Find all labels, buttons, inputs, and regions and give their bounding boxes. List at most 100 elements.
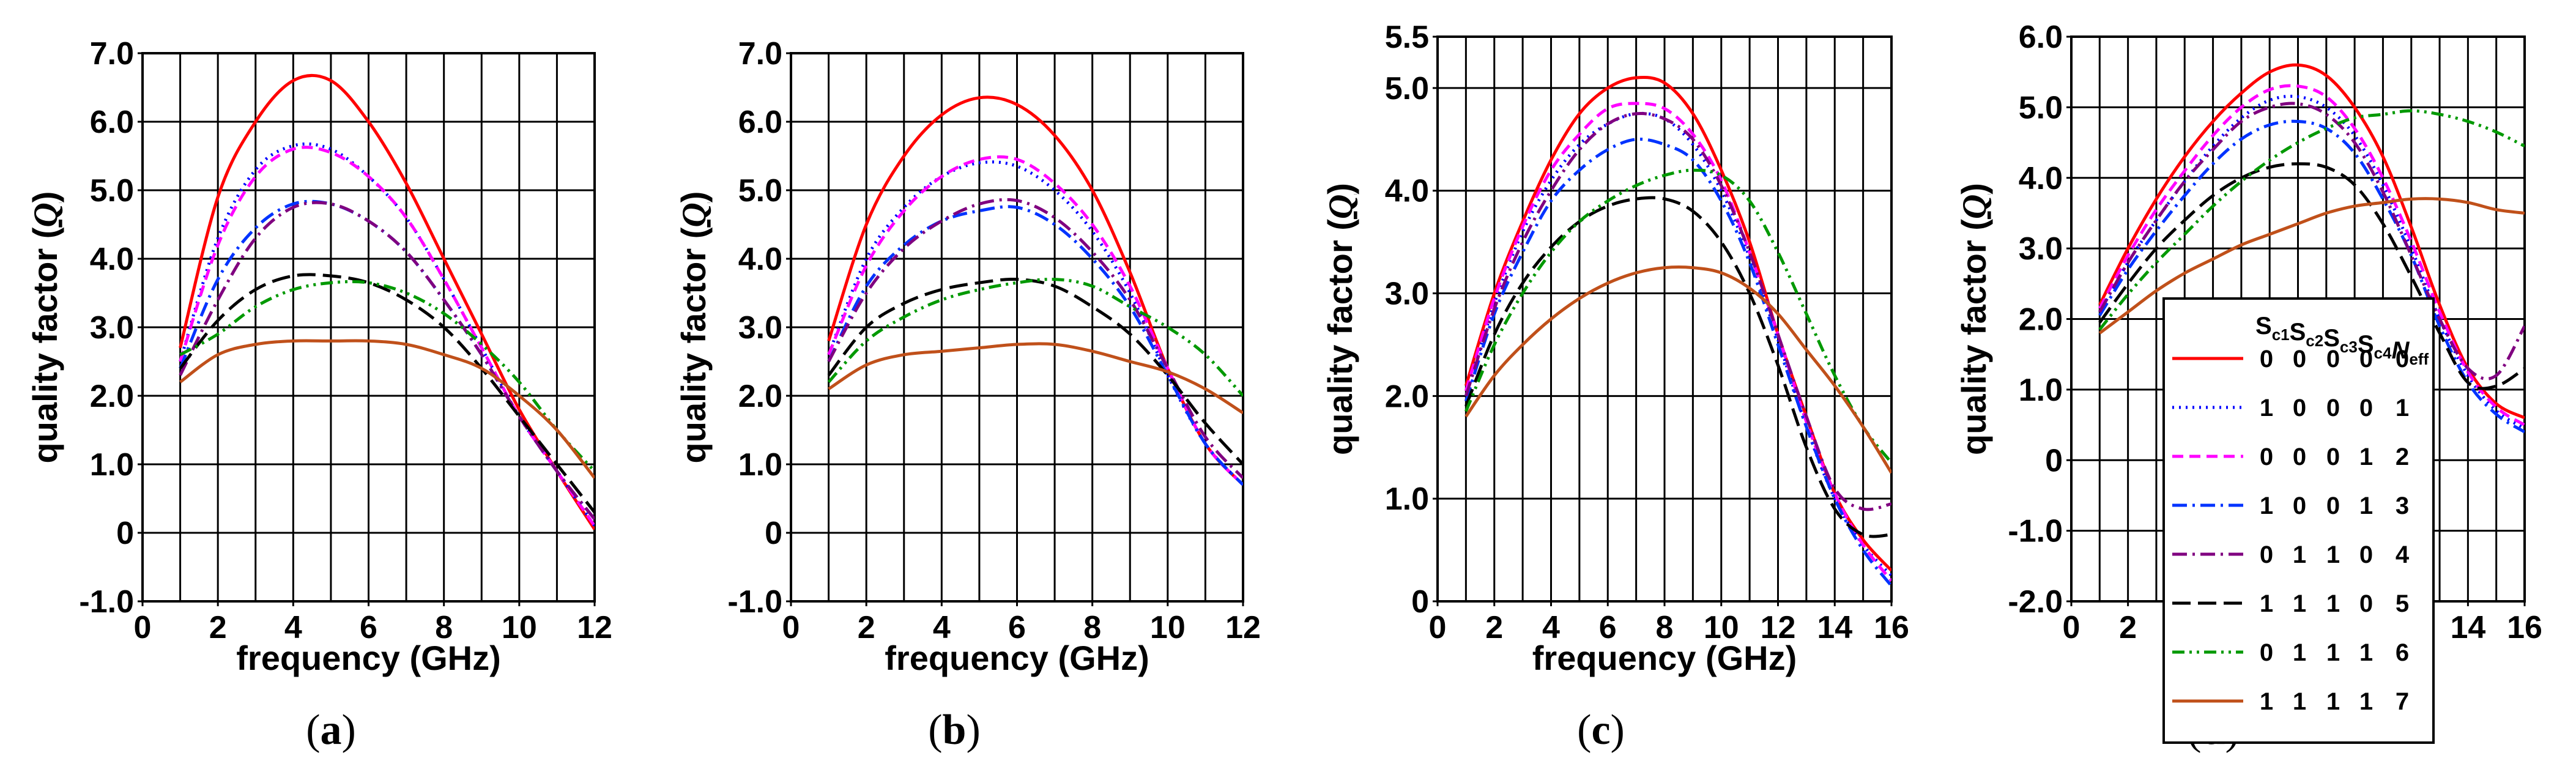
- x-tick-label: 10: [1150, 610, 1186, 645]
- legend-bit: 1: [2260, 590, 2273, 617]
- series-group: [179, 74, 595, 530]
- panel-caption: (c): [1577, 707, 1625, 754]
- legend-header-main: N: [2391, 337, 2410, 364]
- caption-open: (: [306, 707, 320, 754]
- legend-bit: 0: [2359, 541, 2373, 568]
- legend-bit: 0: [2293, 492, 2306, 519]
- x-tick-label: 12: [577, 610, 612, 645]
- y-tick-label: 6.0: [2019, 20, 2063, 55]
- panel-caption: (b): [928, 707, 981, 754]
- legend-bit: 1: [2326, 541, 2340, 568]
- series-line-neff-7: [1464, 265, 1891, 474]
- y-tick-label: 1.0: [738, 447, 782, 483]
- y-axis-label-symbol: Q: [675, 202, 713, 227]
- legend-header-sub: c2: [2306, 332, 2323, 350]
- panel-caption: (a): [306, 707, 356, 754]
- x-tick-label: 0: [782, 610, 800, 645]
- x-tick-label: 14: [1817, 610, 1852, 645]
- legend-bit: 1: [2359, 444, 2373, 470]
- series-line-neff-1: [827, 160, 1243, 486]
- series-line-neff-4: [2098, 102, 2525, 380]
- y-tick-label: -1.0: [79, 584, 134, 620]
- legend-bit: 1: [2260, 395, 2273, 421]
- y-axis-label-close: ): [26, 191, 64, 203]
- series-line-neff-4: [827, 198, 1243, 480]
- legend-header-sub: c3: [2340, 338, 2358, 356]
- legend-neff: 0: [2396, 346, 2409, 373]
- legend-header-sub: c1: [2272, 325, 2290, 344]
- y-tick-label: 0: [2045, 443, 2063, 478]
- y-tick-label: 2.0: [738, 379, 782, 414]
- y-tick-label: 5.5: [1385, 20, 1429, 55]
- series-line-neff-5: [827, 277, 1243, 466]
- series-line-neff-2: [179, 146, 595, 527]
- series-line-neff-7: [828, 342, 1243, 415]
- series-line-neff-4: [1464, 112, 1891, 511]
- y-tick-label: 0: [1411, 584, 1429, 620]
- series-line-neff-4: [179, 201, 595, 521]
- legend-neff: 3: [2396, 492, 2409, 519]
- legend-bit: 1: [2260, 688, 2273, 715]
- x-tick-label: 2: [1485, 610, 1503, 645]
- caption-close: ): [1611, 707, 1625, 754]
- x-tick-label: 12: [1761, 610, 1796, 645]
- y-tick-label: 6.0: [738, 105, 782, 140]
- x-tick-label: 0: [134, 610, 152, 645]
- y-tick-label: -2.0: [2008, 584, 2063, 620]
- y-axis-label: quality factor (Q): [1321, 183, 1360, 455]
- x-tick-label: 2: [209, 610, 227, 645]
- y-tick-label: 1.0: [2019, 373, 2063, 408]
- y-tick-label: 5.0: [90, 173, 134, 209]
- legend-bit: 0: [2293, 444, 2306, 470]
- x-tick-label: 6: [360, 610, 377, 645]
- legend-bit: 0: [2359, 395, 2373, 421]
- y-tick-label: 5.0: [738, 173, 782, 209]
- legend-neff: 2: [2396, 444, 2409, 470]
- y-axis-label-symbol: Q: [1956, 195, 1994, 219]
- x-tick-label: 14: [2450, 610, 2485, 645]
- x-tick-label: 4: [1542, 610, 1560, 645]
- y-axis-label-text: quality factor (: [1954, 219, 1993, 455]
- legend-header: Sc1Sc2Sc3Sc4Neff: [2255, 313, 2429, 368]
- series-line-neff-7: [2098, 197, 2525, 335]
- y-tick-label: 0: [765, 516, 782, 551]
- series-line-neff-5: [1464, 196, 1891, 538]
- series-line-neff-3: [827, 205, 1243, 486]
- series-line-neff-7: [179, 339, 595, 479]
- legend-bit: 1: [2326, 639, 2340, 666]
- legend-box: [2162, 297, 2435, 744]
- y-tick-label: 2.0: [2019, 302, 2063, 338]
- legend-header-main: S: [2255, 313, 2272, 340]
- series-line-neff-1: [179, 142, 595, 527]
- panel-b: -1.001.02.03.04.05.06.07.00 2 4 6 8 10 12frequ…: [674, 36, 1261, 754]
- caption-letter: a: [321, 707, 342, 754]
- x-axis-label: frequency (GHz): [1532, 639, 1797, 677]
- caption-open: (: [1577, 707, 1591, 754]
- legend-bit: 0: [2293, 346, 2306, 373]
- y-tick-label: 1.0: [90, 447, 134, 483]
- series-group: [827, 95, 1243, 486]
- grid: [791, 53, 1243, 601]
- x-tick-label: 8: [435, 610, 453, 645]
- y-axis-label: quality factor (Q): [1954, 183, 1994, 455]
- y-tick-label: 7.0: [90, 36, 134, 72]
- x-tick-label: 4: [284, 610, 302, 645]
- legend-bit: 1: [2359, 639, 2373, 666]
- y-tick-label: 0: [116, 516, 134, 551]
- legend-bit: 0: [2326, 395, 2340, 421]
- y-tick-label: 5.0: [1385, 71, 1429, 106]
- legend-neff: 1: [2396, 395, 2409, 421]
- legend-bit: 0: [2293, 395, 2306, 421]
- caption-close: ): [966, 707, 980, 754]
- y-tick-label: 7.0: [738, 36, 782, 72]
- x-tick-label: 8: [1083, 610, 1101, 645]
- legend-bit: 1: [2293, 639, 2306, 666]
- series-line-neff-6: [827, 277, 1243, 397]
- caption-letter: b: [943, 707, 967, 754]
- series-group: [2098, 63, 2525, 434]
